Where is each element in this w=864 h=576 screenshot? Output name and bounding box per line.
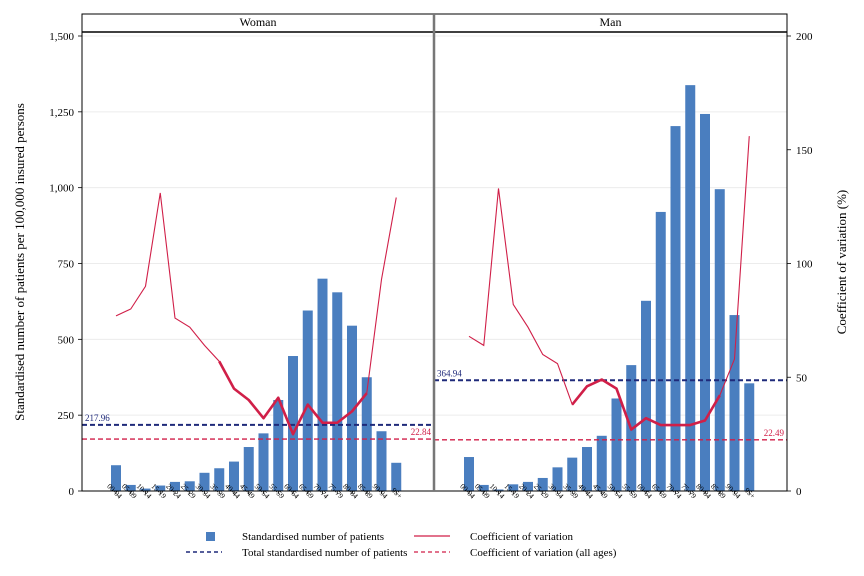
bar: [361, 377, 372, 491]
panel-title: Man: [600, 15, 622, 29]
y-left-tick-label: 1,500: [49, 31, 74, 43]
bar: [184, 481, 195, 491]
bar: [478, 484, 489, 491]
y-left-tick-label: 0: [69, 486, 75, 498]
bar: [641, 300, 651, 491]
bar: [582, 447, 592, 491]
cv-line-emphasis: [218, 360, 368, 436]
bar: [714, 189, 725, 491]
bar: [125, 484, 136, 491]
bar: [229, 461, 239, 491]
bar: [700, 113, 710, 491]
bar: [273, 400, 284, 491]
y-axis-left-label: Standardised number of patients per 100,…: [12, 103, 27, 421]
bar: [464, 457, 474, 491]
bar: [332, 292, 343, 491]
bar: [170, 481, 180, 491]
panel-frame: [81, 13, 435, 492]
bar: [302, 310, 313, 491]
bar: [376, 431, 387, 491]
bar: [347, 325, 357, 491]
legend-label: Total standardised number of patients: [242, 547, 407, 559]
axes: 00-0405-0910-1415-1920-2425-2930-3435-39…: [49, 31, 813, 501]
legend-label: Coefficient of variation (all ages): [470, 547, 617, 559]
bar: [155, 485, 166, 491]
bar: [199, 472, 210, 491]
bar: [214, 468, 225, 491]
cv-all-value-label: 22.84: [411, 427, 432, 437]
bar: [140, 488, 151, 491]
y-left-tick-label: 1,000: [49, 183, 74, 195]
legend-label: Coefficient of variation: [470, 531, 574, 543]
cv-line-emphasis: [571, 378, 721, 431]
y-right-tick-label: 50: [796, 372, 808, 384]
bar: [596, 435, 607, 491]
bar: [493, 489, 504, 491]
total-value-label: 217.96: [85, 413, 110, 423]
bar: [567, 457, 578, 491]
bar: [537, 477, 548, 491]
y-left-tick-label: 500: [58, 334, 75, 346]
panel-title: Woman: [239, 15, 276, 29]
bar: [317, 278, 328, 491]
bars-group: [111, 85, 755, 491]
bar: [729, 315, 740, 491]
bar: [523, 481, 533, 491]
legend-swatch-bars: [206, 532, 215, 541]
legend: Standardised number of patients Coefficie…: [186, 531, 617, 559]
panel-frames: Woman Man: [81, 13, 788, 492]
reference-lines: 217.96 22.84 364.94 22.49: [82, 368, 787, 441]
bar: [391, 462, 402, 491]
y-right-tick-label: 150: [796, 145, 813, 157]
y-right-tick-label: 200: [796, 31, 813, 43]
bar: [744, 383, 755, 491]
legend-label: Standardised number of patients: [242, 531, 384, 543]
bar: [670, 126, 681, 491]
y-right-tick-label: 100: [796, 259, 813, 271]
bar: [258, 433, 269, 491]
bar: [288, 356, 298, 491]
bar: [508, 484, 519, 491]
y-right-tick-label: 0: [796, 486, 802, 498]
bar: [552, 467, 563, 491]
cv-all-value-label: 22.49: [764, 428, 785, 438]
y-left-tick-label: 250: [58, 410, 75, 422]
bar: [685, 85, 696, 491]
bar: [243, 447, 254, 491]
y-left-tick-label: 1,250: [49, 107, 74, 119]
total-value-label: 364.94: [437, 368, 462, 378]
y-left-tick-label: 750: [58, 259, 75, 271]
bar: [111, 465, 121, 491]
y-axis-right-label: Coefficient of variation (%): [834, 190, 849, 335]
bar: [655, 211, 666, 491]
bar: [611, 398, 622, 491]
cv-lines: [115, 136, 750, 436]
